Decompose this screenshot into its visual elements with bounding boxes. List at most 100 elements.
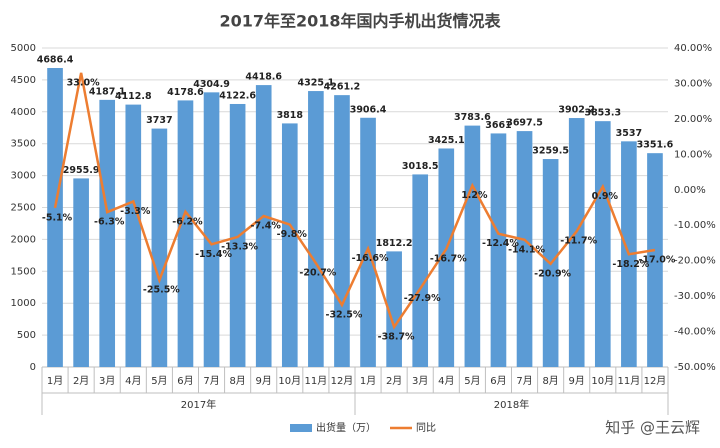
x-tick-label: 2月 — [386, 375, 402, 387]
y-tick-label: 0 — [30, 362, 36, 373]
x-tick-label: 9月 — [256, 375, 272, 387]
bar-value-label: 4261.2 — [324, 82, 361, 93]
bar-value-label: 1812.2 — [376, 238, 413, 249]
bar — [360, 117, 376, 367]
bar-value-label: 3259.5 — [532, 146, 569, 157]
y2-tick-label: 10.00% — [674, 149, 712, 160]
y-tick-label: 1000 — [11, 298, 36, 309]
x-tick-label: 11月 — [618, 375, 641, 387]
line — [53, 72, 656, 330]
y-tick-label: 2000 — [11, 234, 36, 245]
line-value-label: -6.3% — [94, 217, 125, 228]
legend-label: 出货量（万） — [316, 421, 376, 434]
y-tick-label: 3500 — [11, 139, 36, 150]
y2-tick-label: 40.00% — [674, 43, 712, 54]
line-value-label: -16.7% — [430, 253, 467, 264]
bar — [516, 131, 533, 367]
bar-value-label: 3906.4 — [350, 104, 387, 115]
y2-tick-label: -10.00% — [674, 220, 716, 231]
bar — [47, 68, 63, 367]
bar-value-label: 4178.6 — [167, 87, 204, 98]
y2-tick-label: 0.00% — [674, 185, 706, 196]
bar-value-label: 3737 — [146, 115, 172, 126]
x-tick-label: 4月 — [438, 375, 454, 387]
bar-value-label: 4304.9 — [193, 79, 230, 90]
x-tick-label: 5月 — [151, 375, 167, 387]
line-value-label: -5.1% — [42, 212, 73, 223]
x-tick-label: 11月 — [305, 375, 328, 387]
x-tick-label: 9月 — [569, 375, 585, 387]
x-tick-label: 8月 — [229, 375, 245, 387]
line-value-label: -6.2% — [172, 216, 203, 227]
line-value-label: -18.2% — [612, 259, 649, 270]
y-tick-label: 4500 — [11, 75, 36, 86]
x-tick-label: 4月 — [125, 375, 141, 387]
bar-value-label: 3351.6 — [637, 140, 674, 151]
bar-value-label: 4325.1 — [298, 78, 335, 89]
bar — [73, 178, 89, 367]
bar — [464, 125, 481, 367]
bar — [412, 174, 429, 367]
legend-swatch — [290, 424, 312, 432]
x-tick-label: 2月 — [73, 375, 89, 387]
bar-value-label: 3537 — [616, 128, 642, 139]
bar-value-label: 2955.9 — [63, 165, 100, 176]
bar — [386, 251, 402, 367]
bar-value-label: 3697.5 — [506, 118, 543, 129]
x-tick-label: 1月 — [360, 375, 376, 387]
x-tick-label: 7月 — [516, 375, 532, 387]
x-tick-label: 3月 — [412, 375, 428, 387]
group-label: 2018年 — [494, 398, 529, 411]
bar-value-label: 4112.8 — [115, 91, 152, 102]
bar — [281, 123, 298, 368]
bar — [308, 91, 324, 367]
x-tick-label: 3月 — [99, 375, 115, 387]
line-value-label: -12.4% — [482, 238, 519, 249]
bar — [203, 92, 220, 367]
bar-value-label: 4686.4 — [37, 55, 74, 66]
chart-title: 2017年至2018年国内手机出货情况表 — [219, 12, 501, 31]
line-value-label: -25.5% — [143, 285, 180, 296]
bar — [438, 148, 455, 367]
y2-tick-label: -20.00% — [674, 256, 716, 267]
x-tick-label: 10月 — [591, 375, 614, 387]
legend-label: 同比 — [416, 422, 436, 434]
x-tick-label: 5月 — [464, 375, 480, 387]
line-value-label: -15.4% — [195, 249, 232, 260]
bar-value-label: 4187.1 — [89, 86, 126, 97]
y-tick-label: 3000 — [11, 171, 36, 182]
line-value-label: -17.0% — [639, 255, 676, 266]
bar — [490, 133, 507, 367]
y2-tick-label: 20.00% — [674, 114, 712, 125]
line-value-label: -9.8% — [277, 229, 308, 240]
bar-value-label: 3018.5 — [402, 161, 439, 172]
bar — [334, 95, 350, 367]
line-value-label: -14.1% — [508, 244, 545, 255]
x-tick-label: 6月 — [177, 375, 193, 387]
bar — [568, 118, 585, 367]
x-tick-label: 1月 — [47, 375, 63, 387]
line-value-label: 1.2% — [461, 190, 488, 201]
group-label: 2017年 — [181, 398, 216, 411]
line-value-label: -38.7% — [378, 331, 415, 342]
y2-tick-label: -30.00% — [674, 291, 716, 302]
x-tick-label: 10月 — [278, 375, 301, 387]
bar-value-label: 3818 — [277, 110, 304, 121]
bar-value-label: 3902.2 — [558, 105, 595, 116]
bar — [647, 153, 663, 367]
line-value-label: -11.7% — [560, 236, 597, 247]
y2-tick-label: -50.00% — [674, 362, 716, 373]
bar — [125, 104, 142, 367]
bar — [151, 128, 168, 367]
line-value-label: 33.0% — [67, 77, 100, 88]
bar — [99, 99, 116, 367]
bar-value-label: 3425.1 — [428, 135, 465, 146]
y-tick-label: 4000 — [11, 107, 36, 118]
line-value-label: -27.9% — [404, 293, 441, 304]
bar-value-label: 4418.6 — [245, 72, 282, 83]
bar — [177, 100, 194, 367]
bar-value-label: 3783.6 — [454, 112, 491, 123]
line-value-label: -3.3% — [120, 206, 151, 217]
y2-tick-label: 30.00% — [674, 78, 712, 89]
